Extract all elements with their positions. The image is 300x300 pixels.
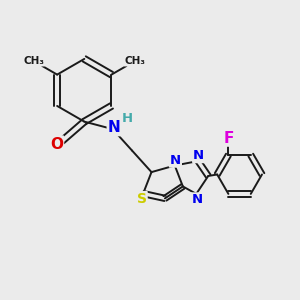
Text: O: O bbox=[50, 136, 63, 152]
Text: CH₃: CH₃ bbox=[124, 56, 145, 66]
Text: H: H bbox=[122, 112, 133, 125]
Text: N: N bbox=[191, 194, 203, 206]
Text: F: F bbox=[223, 130, 234, 146]
Text: N: N bbox=[108, 120, 121, 135]
Text: N: N bbox=[170, 154, 181, 167]
Text: N: N bbox=[193, 149, 204, 162]
Text: CH₃: CH₃ bbox=[23, 56, 44, 66]
Text: S: S bbox=[136, 192, 147, 206]
